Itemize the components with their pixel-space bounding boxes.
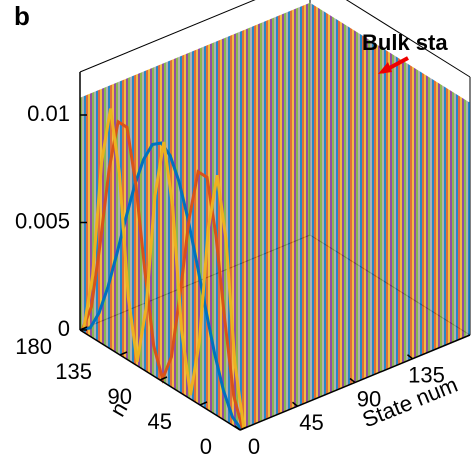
y-tick [239,426,248,431]
state-curve [81,141,243,431]
y-tick [79,326,88,331]
state-curve [82,108,246,429]
x-tick-label: 135 [408,363,445,388]
x-tick-label: 0 [248,434,260,459]
y-tick-label: 0 [200,434,212,459]
y-tick [159,376,168,381]
y-tick-label: 90 [108,384,132,409]
box-edge [79,0,256,73]
y-tick-label: 135 [55,359,92,384]
arrow-head [378,62,392,74]
x-tick-label: 45 [299,410,323,435]
x-tick [292,401,298,407]
annotation: Bulk sta [362,30,448,55]
x-tick [407,354,413,360]
z-tick-label: 0 [58,316,70,341]
y-tick [119,351,128,356]
panel-label: b [14,1,30,31]
y-tick-label: 180 [15,334,52,359]
z-tick-label: 0.005 [15,208,70,233]
x-tick [349,377,356,384]
box-edge [345,0,471,78]
x-tick [234,425,241,431]
y-tick-label: 45 [148,409,172,434]
x-tick-label: 90 [357,386,381,411]
z-tick-label: 0.01 [27,101,70,126]
y-tick [199,401,208,406]
